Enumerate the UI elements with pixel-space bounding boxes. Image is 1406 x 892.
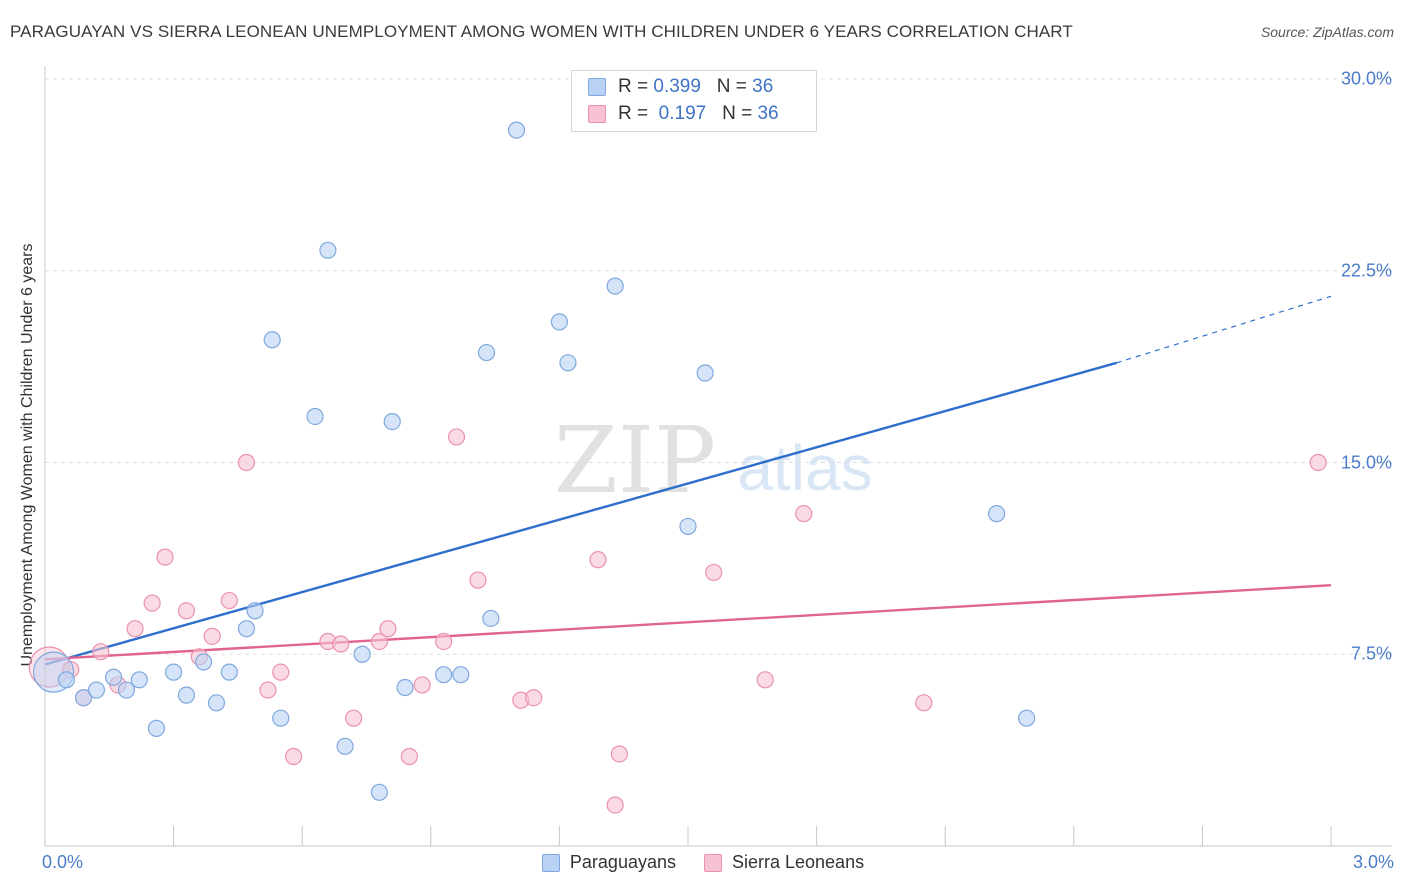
legend-r-label: R =	[618, 76, 649, 97]
sierra-leoneans-trend-line	[44, 584, 1332, 661]
paraguayans-point	[319, 241, 337, 259]
series-legend: Paraguayans Sierra Leoneans	[0, 852, 1406, 873]
sierra-leoneans-point	[589, 551, 607, 569]
sierra-leoneans-point	[370, 632, 388, 651]
paraguayans-point	[396, 678, 414, 697]
paraguayans-point	[74, 689, 93, 707]
paraguayans-point	[550, 313, 569, 331]
paraguayans-point	[130, 671, 148, 689]
legend-row-sierra-leoneans: R = 0.197 N = 36	[588, 102, 779, 126]
y-tick-label: 30.0%	[1340, 68, 1392, 89]
pink-swatch	[588, 105, 606, 123]
sierra-leoneans-point	[525, 689, 543, 707]
paraguayans-point	[452, 666, 470, 684]
paraguayans-point	[353, 645, 371, 663]
legend-n-label: N =	[716, 76, 747, 97]
paraguayans-point	[370, 783, 388, 801]
sierra-leoneans-point	[756, 671, 774, 689]
sierra-leoneans-point	[156, 548, 174, 566]
watermark-zip: ZIP	[554, 407, 716, 514]
pink-swatch	[703, 853, 722, 872]
sierra-leoneans-point	[413, 676, 431, 694]
y-tick-label: 15.0%	[1340, 452, 1392, 472]
sierra-leoneans-point	[705, 563, 723, 582]
sierra-leoneans-point	[126, 620, 144, 638]
legend-item-paraguayans: Paraguayans	[541, 852, 676, 873]
legend-n-value: 36	[757, 103, 779, 124]
legend-item-sierra-leoneans: Sierra Leoneans	[703, 852, 865, 873]
paraguayans-point	[57, 671, 76, 689]
x-tick-max: 3.0%	[1352, 852, 1394, 872]
watermark-atlas: atlas	[737, 432, 872, 504]
x-tick-min: 0.0%	[42, 852, 84, 872]
paraguayans-point	[272, 709, 290, 727]
paraguayans-point	[559, 354, 577, 372]
paraguayans-point	[477, 343, 496, 362]
sierra-leoneans-point	[447, 428, 466, 446]
sierra-leoneans-point	[435, 632, 453, 651]
legend-n-value: 36	[752, 76, 774, 97]
chart-title: PARAGUAYAN VS SIERRA LEONEAN UNEMPLOYMEN…	[10, 22, 1073, 41]
sierra-leoneans-point	[143, 594, 161, 612]
sierra-leoneans-point	[332, 635, 350, 653]
correlation-legend: R = 0.399 N = 36 R = 0.197 N = 36	[571, 70, 817, 132]
paraguayans-point	[606, 277, 624, 295]
paraguayans-point	[679, 517, 697, 536]
sierra-leoneans-point	[203, 627, 221, 645]
sierra-leoneans-point	[1309, 453, 1327, 472]
paraguayans-point	[237, 620, 256, 638]
sierra-leoneans-point	[610, 745, 629, 763]
sierra-leoneans-point	[795, 505, 813, 523]
legend-label: Paraguayans	[569, 852, 676, 872]
sierra-leoneans-point	[400, 747, 418, 766]
paraguayans-point	[104, 668, 123, 686]
sierra-leoneans-point	[177, 602, 196, 620]
sierra-leoneans-point	[272, 663, 290, 681]
legend-r-value: 0.197	[658, 103, 707, 124]
source-label: Source: ZipAtlas.com	[1260, 24, 1394, 40]
legend-r-value: 0.399	[653, 76, 701, 97]
sierra-leoneans-point	[220, 591, 238, 610]
paraguayans-point	[988, 505, 1006, 523]
paraguayans-point	[246, 602, 264, 620]
paraguayans-point	[195, 653, 213, 671]
sierra-leoneans-point	[606, 796, 624, 814]
sierra-leoneans-point	[469, 571, 487, 589]
paraguayans-point	[220, 663, 238, 681]
sierra-leoneans-point	[345, 709, 363, 727]
paraguayans-point	[263, 331, 281, 349]
paraguayans-trend-extension	[1116, 295, 1332, 364]
sierra-leoneans-point	[379, 620, 397, 638]
sierra-leoneans-point	[237, 453, 256, 472]
sierra-leoneans-point	[259, 681, 277, 699]
paraguayans-point	[435, 666, 453, 684]
paraguayans-point	[207, 694, 226, 712]
paraguayans-point	[696, 364, 714, 382]
legend-row-paraguayans: R = 0.399 N = 36	[588, 75, 773, 99]
blue-swatch	[541, 853, 560, 872]
paraguayans-point	[336, 737, 354, 755]
paraguayans-point	[177, 686, 196, 704]
paraguayans-point	[482, 609, 500, 628]
legend-n-label: N =	[722, 103, 753, 124]
paraguayans-point	[306, 407, 324, 426]
paraguayans-point	[1018, 709, 1036, 727]
sierra-leoneans-point	[92, 643, 110, 661]
paraguayans-point	[383, 412, 401, 431]
y-tick-label: 22.5%	[1340, 260, 1392, 281]
sierra-leoneans-point	[285, 747, 303, 766]
paraguayans-point	[507, 121, 526, 139]
blue-swatch	[588, 78, 606, 96]
paraguayans-point	[117, 681, 136, 699]
paraguayans-point	[87, 681, 106, 699]
paraguayans-point	[147, 719, 166, 737]
legend-r-label: R =	[618, 103, 649, 124]
sierra-leoneans-point	[915, 694, 933, 712]
paraguayans-point	[165, 663, 183, 681]
y-tick-label: 7.5%	[1350, 643, 1392, 664]
paraguayans-trend-line	[44, 361, 1117, 666]
legend-label: Sierra Leoneans	[731, 852, 865, 872]
